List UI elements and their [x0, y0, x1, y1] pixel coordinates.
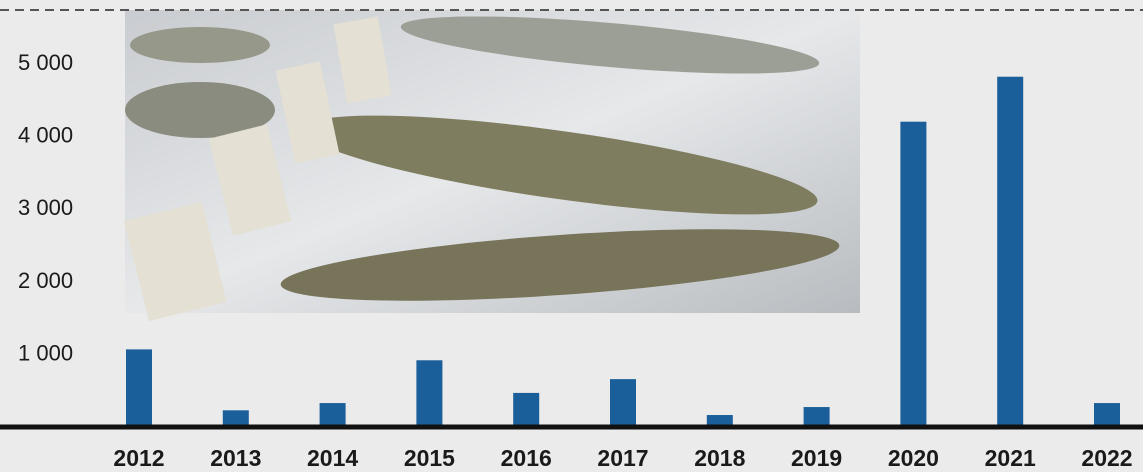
- y-tick-label: 4 000: [18, 123, 73, 148]
- bar: [900, 121, 927, 428]
- x-tick-label: 2018: [694, 445, 745, 471]
- bar: [513, 392, 540, 427]
- x-tick-label: 2021: [985, 445, 1036, 471]
- bar: [222, 410, 249, 427]
- bar: [803, 407, 830, 427]
- y-tick-label: 3 000: [18, 195, 73, 220]
- x-tick-label: 2017: [597, 445, 648, 471]
- x-tick-label: 2014: [307, 445, 358, 471]
- bar: [126, 349, 152, 427]
- photo: [124, 10, 860, 322]
- x-tick-label: 2016: [501, 445, 552, 471]
- x-tick-label: 2012: [113, 445, 164, 471]
- x-tick-label: 2013: [210, 445, 261, 471]
- x-tick-label: 2020: [888, 445, 939, 471]
- y-tick-label: 1 000: [18, 340, 73, 365]
- bar: [610, 379, 636, 427]
- bar: [416, 360, 443, 427]
- bar: [706, 415, 733, 427]
- bar: [319, 403, 346, 427]
- y-tick-label: 2 000: [18, 268, 73, 293]
- x-tick-label: 2022: [1081, 445, 1132, 471]
- bar: [997, 76, 1024, 427]
- x-tick-label: 2019: [791, 445, 842, 471]
- y-tick-label: 5 000: [18, 50, 73, 75]
- bar: [1094, 403, 1120, 427]
- x-tick-label: 2015: [404, 445, 455, 471]
